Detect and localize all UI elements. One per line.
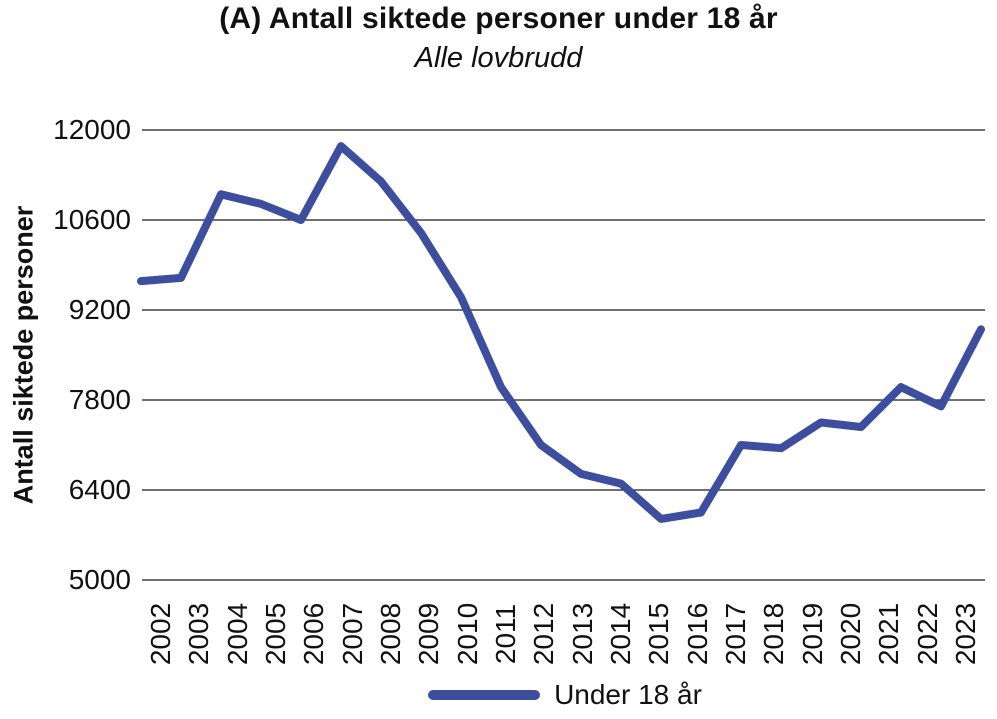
ytick-label-12000: 12000 [53, 114, 131, 145]
xtick-label-2020: 2020 [834, 602, 866, 666]
legend: Under 18 år [145, 676, 985, 714]
xtick-label-2018: 2018 [758, 602, 790, 666]
xtick-label-2008: 2008 [375, 602, 407, 666]
ytick-label-6400: 6400 [68, 474, 131, 505]
chart-title: (A) Antall siktede personer under 18 år [219, 2, 778, 35]
xtick-label-2022: 2022 [911, 602, 943, 666]
xtick-label-2010: 2010 [451, 602, 483, 666]
xtick-label-2012: 2012 [528, 602, 560, 666]
xtick-label-2007: 2007 [336, 602, 368, 666]
ytick-label-5000: 5000 [68, 564, 131, 595]
xtick-label-2011: 2011 [490, 603, 522, 665]
xtick-label-2004: 2004 [221, 602, 253, 666]
chart-subtitle: Alle lovbrudd [414, 42, 583, 74]
xtick-label-2005: 2005 [260, 602, 292, 666]
xtick-label-2019: 2019 [796, 602, 828, 666]
xtick-label-2016: 2016 [681, 602, 713, 666]
ytick-label-10600: 10600 [53, 204, 131, 235]
legend-label: Under 18 år [554, 679, 702, 710]
legend-line-swatch [428, 690, 541, 700]
xtick-label-2006: 2006 [298, 602, 330, 666]
series-line-under-18-ar [137, 142, 985, 523]
xtick-label-2013: 2013 [566, 602, 598, 666]
xtick-label-2015: 2015 [643, 602, 675, 666]
ytick-label-9200: 9200 [68, 294, 131, 325]
xtick-label-2002: 2002 [145, 602, 177, 666]
xtick-label-2014: 2014 [604, 602, 636, 666]
ytick-label-7800: 7800 [68, 384, 131, 415]
xtick-label-2017: 2017 [719, 602, 751, 666]
xtick-label-2023: 2023 [949, 602, 981, 666]
xtick-label-2009: 2009 [413, 602, 445, 666]
gridlines [142, 129, 985, 581]
xtick-label-2021: 2021 [873, 602, 905, 666]
xtick-label-2003: 2003 [183, 602, 215, 666]
